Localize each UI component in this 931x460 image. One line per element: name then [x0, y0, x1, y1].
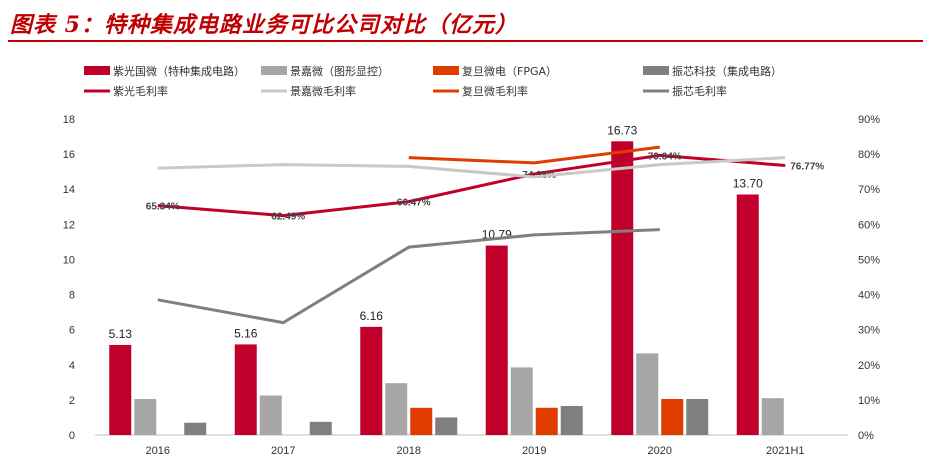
series-line: [157, 228, 660, 325]
bar: [761, 398, 784, 435]
legend-swatch-bar: [643, 66, 669, 75]
y-left-tick-label: 12: [63, 219, 75, 231]
legend-label: 振芯毛利率: [672, 84, 727, 98]
series-line: [157, 156, 786, 179]
bar: [686, 399, 709, 435]
bar-data-label: 16.73: [607, 123, 637, 137]
bar: [410, 407, 433, 435]
bar-data-label: 5.16: [234, 326, 258, 340]
legend-label: 景嘉微（图形显控）: [290, 64, 389, 78]
y-right-tick-label: 40%: [858, 290, 880, 302]
x-tick-label: 2017: [271, 445, 295, 457]
y-left-tick-label: 16: [63, 149, 75, 161]
legend-swatch-bar: [261, 66, 287, 75]
y-left-tick-label: 14: [63, 184, 75, 196]
bar: [560, 406, 583, 435]
series-line: [157, 153, 786, 218]
bar: [134, 399, 157, 435]
legend-swatch-bar: [433, 66, 459, 75]
bar: [259, 395, 282, 435]
bar: [309, 421, 332, 435]
y-right-tick-label: 20%: [858, 360, 880, 372]
bar: [535, 407, 558, 435]
bar: [360, 326, 383, 435]
bar-data-label: 6.16: [360, 309, 384, 323]
y-left-tick-label: 10: [63, 254, 75, 266]
legend-label: 复旦微电（FPGA）: [462, 64, 557, 78]
x-tick-label: 2018: [397, 445, 421, 457]
line-data-label: 76.77%: [790, 161, 824, 172]
x-tick-label: 2020: [648, 445, 672, 457]
bar: [109, 344, 132, 435]
line-data-label: 79.64%: [648, 151, 682, 162]
legend-label: 紫光国微（特种集成电路）: [113, 64, 245, 78]
y-right-tick-label: 80%: [858, 149, 880, 161]
chart-title: 图表 5：特种集成电路业务可比公司对比（亿元）: [10, 12, 518, 38]
y-right-tick-label: 60%: [858, 219, 880, 231]
bar: [184, 422, 207, 435]
y-right-tick-label: 0%: [858, 430, 874, 442]
bar: [736, 194, 759, 435]
y-left-tick-label: 18: [63, 114, 75, 126]
bar: [234, 344, 257, 435]
series-line: [408, 145, 660, 165]
y-right-tick-label: 70%: [858, 184, 880, 196]
bar-data-label: 13.70: [733, 176, 763, 190]
y-right-tick-label: 10%: [858, 395, 880, 407]
line-data-label: 65.34%: [146, 202, 180, 213]
bar: [485, 245, 508, 435]
legend-label: 振芯科技（集成电路）: [672, 64, 782, 78]
y-left-tick-label: 6: [69, 325, 75, 337]
x-tick-label: 2016: [146, 445, 170, 457]
x-tick-label: 2021H1: [766, 445, 805, 457]
line-data-label: 62.49%: [271, 212, 305, 223]
legend-label: 复旦微毛利率: [462, 84, 528, 98]
bar: [435, 417, 458, 435]
y-left-tick-label: 2: [69, 395, 75, 407]
y-right-tick-label: 30%: [858, 325, 880, 337]
x-tick-label: 2019: [522, 445, 546, 457]
bar: [661, 399, 684, 435]
y-left-tick-label: 4: [69, 360, 75, 372]
legend-label: 紫光毛利率: [113, 84, 168, 98]
line-data-label: 66.47%: [397, 198, 431, 209]
y-right-tick-label: 50%: [858, 254, 880, 266]
bar: [636, 353, 659, 435]
bar-data-label: 5.13: [109, 327, 133, 341]
bar: [385, 383, 408, 435]
chart-title-bar: 图表 5：特种集成电路业务可比公司对比（亿元）: [8, 2, 923, 42]
y-right-tick-label: 90%: [858, 114, 880, 126]
bar: [611, 141, 634, 435]
legend-label: 景嘉微毛利率: [290, 84, 356, 98]
y-left-tick-label: 8: [69, 290, 75, 302]
legend-swatch-bar: [84, 66, 110, 75]
y-left-tick-label: 0: [69, 430, 75, 442]
bar: [510, 367, 533, 435]
